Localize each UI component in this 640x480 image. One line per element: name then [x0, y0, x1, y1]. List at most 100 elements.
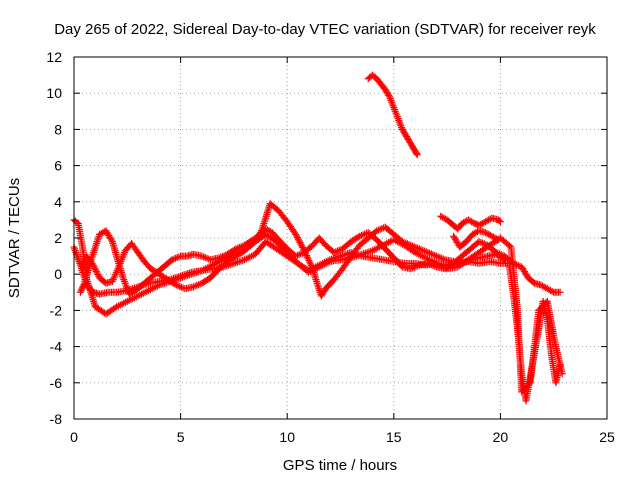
data-point [195, 281, 203, 289]
data-point [200, 253, 208, 261]
data-point [427, 250, 435, 258]
data-point [499, 255, 507, 263]
data-point [306, 260, 314, 268]
data-point [92, 267, 100, 275]
data-point [235, 243, 243, 251]
data-point [177, 283, 185, 291]
data-point [509, 259, 517, 267]
data-point [304, 255, 312, 263]
data-point [257, 228, 265, 236]
data-point [431, 262, 439, 270]
y-tick-label: 4 [54, 194, 62, 210]
data-point [295, 237, 303, 245]
data-point [172, 281, 180, 289]
data-point [91, 264, 99, 272]
data-point [405, 241, 413, 249]
data-point [305, 257, 313, 265]
data-point [359, 231, 367, 239]
data-point [79, 282, 87, 290]
data-point [556, 288, 564, 296]
data-point [415, 245, 423, 253]
data-point [232, 245, 240, 253]
y-tick-label: -4 [50, 339, 63, 355]
data-point [218, 252, 226, 260]
data-point [168, 256, 176, 264]
data-point [414, 262, 422, 270]
x-tick-label: 15 [386, 429, 402, 445]
x-tick-label: 25 [599, 429, 615, 445]
data-point [463, 257, 471, 265]
data-point [171, 254, 179, 262]
data-point [493, 235, 501, 243]
data-point [302, 250, 310, 258]
data-point [215, 254, 223, 262]
data-point [403, 240, 411, 248]
data-point [374, 226, 382, 234]
data-point [424, 259, 432, 267]
series-s3 [76, 225, 564, 298]
data-point [475, 238, 483, 246]
data-point [176, 283, 184, 291]
x-tick-label: 10 [279, 429, 295, 445]
data-point [354, 233, 362, 241]
data-point [429, 262, 437, 270]
data-point [231, 246, 239, 254]
data-point [410, 243, 418, 251]
data-point [376, 225, 384, 233]
data-point [460, 259, 468, 267]
data-point [439, 255, 447, 263]
data-point [478, 239, 486, 247]
data-point [80, 258, 88, 266]
data-point [548, 287, 556, 295]
y-tick-label: -2 [50, 302, 63, 318]
data-point [506, 242, 514, 250]
axis-ticks: 0 5 10 15 20 25 -8 -6 -4 -2 0 2 4 6 8 10 12 [46, 49, 615, 445]
series-s4 [79, 200, 509, 300]
data-point [193, 281, 201, 289]
data-point [357, 231, 365, 239]
data-point [407, 241, 415, 249]
data-point [201, 254, 209, 262]
data-point [407, 265, 415, 273]
data-point [436, 254, 444, 262]
chart-title: Day 265 of 2022, Sidereal Day-to-day VTE… [54, 21, 596, 38]
data-point [332, 248, 340, 256]
data-point [203, 254, 211, 262]
data-point [77, 287, 85, 295]
data-point [410, 263, 418, 271]
data-point [427, 261, 435, 269]
data-point [175, 253, 183, 261]
data-point [409, 242, 417, 250]
data-point [422, 248, 430, 256]
data-point [92, 266, 100, 274]
data-point [477, 238, 485, 246]
data-point [385, 91, 393, 99]
data-point [400, 238, 408, 246]
series-s6 [437, 212, 504, 233]
data-point [494, 236, 502, 244]
data-point [174, 282, 182, 290]
data-point [306, 258, 314, 266]
data-point [198, 252, 206, 260]
data-point [413, 151, 421, 159]
data-point [94, 271, 102, 279]
data-point [513, 261, 521, 269]
data-point [294, 235, 302, 243]
data-point [409, 264, 417, 272]
data-point [417, 246, 425, 254]
data-point [307, 261, 315, 269]
y-tick-label: 12 [46, 49, 62, 65]
x-tick-label: 20 [493, 429, 509, 445]
data-point [461, 258, 469, 266]
series-s7 [449, 227, 502, 251]
data-point [424, 248, 432, 256]
data-point [398, 238, 406, 246]
data-point [431, 251, 439, 259]
data-point [429, 251, 437, 259]
y-tick-label: 10 [46, 85, 62, 101]
data-point [220, 252, 228, 260]
y-tick-label: 8 [54, 121, 62, 137]
data-point [469, 219, 477, 227]
data-point [426, 260, 434, 268]
data-point [334, 247, 342, 255]
